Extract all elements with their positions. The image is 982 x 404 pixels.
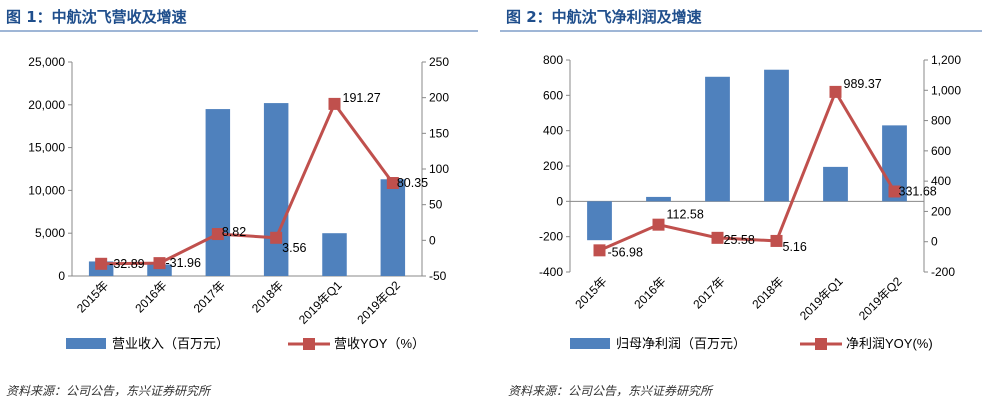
bar-营业收入（百万元）-2019年Q1: [322, 233, 347, 276]
series-line-营收YOY（%）: [101, 100, 395, 266]
bar-营业收入（百万元）-2018年: [263, 103, 289, 276]
legend-line-label: 净利润YOY(%): [846, 336, 933, 351]
y2-tick-label: 600: [931, 144, 951, 158]
y2-tick-label: -50: [429, 269, 447, 283]
legend-bar-swatch: [66, 338, 106, 349]
x-tick-label: 2017年: [690, 274, 727, 311]
x-tick-label: 2019年Q2: [856, 274, 905, 323]
data-label: -32.89: [109, 257, 144, 271]
x-tick-label: 2017年: [191, 278, 228, 315]
bar-营业收入（百万元）-2016年: [147, 264, 172, 276]
data-label: 80.35: [397, 176, 428, 190]
y-tick-label: 5,000: [35, 226, 65, 240]
bar-归母净利润（百万元）-2015年: [587, 201, 612, 241]
x-tick-label: 2015年: [74, 278, 111, 315]
chart-panel-revenue: 图 1：中航沈飞营收及增速 0 5,000 10,000 15,000 20,000 25…: [0, 0, 478, 404]
line-point-2016年: [153, 257, 166, 270]
y-tick-label: 200: [543, 159, 563, 173]
line-point-2015年: [593, 244, 606, 257]
source-note: 资料来源：公司公告，东兴证券研究所: [508, 384, 713, 398]
line-point-2017年: [711, 231, 724, 244]
line-point-2017年: [211, 228, 224, 241]
legend-line-marker: [303, 338, 315, 350]
source-note: 资料来源：公司公告，东兴证券研究所: [6, 384, 211, 398]
chart-panel-net-profit: 图 2：中航沈飞净利润及增速 -400 -200 0 200 400 600 800 -200…: [500, 0, 982, 404]
title-divider: [0, 30, 478, 32]
bar-归母净利润（百万元）-2017年: [705, 76, 730, 202]
y2-tick-label: 0: [931, 235, 938, 249]
legend-line-marker: [815, 338, 827, 350]
y-tick-label: 800: [543, 53, 563, 67]
y2-tick-label: 200: [429, 91, 449, 105]
x-tick-label: 2019年Q2: [354, 278, 403, 327]
revenue-chart: 0 5,000 10,000 15,000 20,000 25,000 -50 0 50 100 1…: [28, 55, 449, 351]
y-tick-label: 25,000: [28, 55, 65, 69]
y-tick-label: 400: [543, 124, 563, 138]
y-tick-label: 15,000: [28, 141, 65, 155]
x-tick-label: 2019年Q1: [797, 274, 846, 323]
data-label: 191.27: [343, 91, 381, 105]
data-label: 8.82: [222, 225, 246, 239]
data-label: 25.58: [724, 233, 755, 247]
x-tick-label: 2016年: [132, 278, 169, 315]
x-tick-label: 2018年: [249, 278, 286, 315]
x-tick-label: 2015年: [572, 274, 609, 311]
y-tick-label: 0: [556, 194, 563, 208]
line-point-2016年: [652, 218, 665, 231]
x-tick-label: 2019年Q1: [296, 278, 345, 327]
y2-tick-label: 150: [429, 126, 449, 140]
data-label: 3.56: [282, 241, 306, 255]
y2-tick-label: 1,200: [931, 53, 961, 67]
data-label: 112.58: [667, 208, 704, 222]
bar-归母净利润（百万元）-2018年: [764, 69, 789, 202]
bar-归母净利润（百万元）-2019年Q1: [823, 166, 848, 202]
y-tick-label: 10,000: [28, 183, 65, 197]
y-tick-label: 20,000: [28, 98, 65, 112]
y2-tick-label: -200: [931, 265, 955, 279]
chart-title: 图 1：中航沈飞营收及增速: [6, 8, 187, 26]
x-tick-label: 2016年: [631, 274, 668, 311]
title-divider: [500, 30, 982, 32]
bar-归母净利润（百万元）-2016年: [646, 196, 671, 202]
line-point-2015年: [95, 257, 108, 270]
legend-bar-label: 营业收入（百万元）: [112, 336, 229, 351]
bar-营业收入（百万元）-2019年Q2: [380, 179, 406, 276]
y2-tick-label: 1,000: [931, 83, 961, 97]
data-label: 5.16: [783, 240, 807, 254]
data-label: 989.37: [844, 77, 882, 91]
y2-tick-label: 250: [429, 55, 449, 69]
y2-tick-label: 50: [429, 198, 443, 212]
y-tick-label: -400: [539, 265, 563, 279]
net-profit-chart: -400 -200 0 200 400 600 800 -200 0 200 400 600 800 1,…: [539, 53, 961, 351]
line-point-2019年Q1: [328, 97, 341, 110]
line-point-2019年Q2: [386, 177, 399, 190]
y2-tick-label: 800: [931, 114, 951, 128]
legend-line-label: 营收YOY（%）: [334, 336, 425, 351]
x-tick-label: 2018年: [749, 274, 786, 311]
y-tick-label: 0: [58, 269, 65, 283]
bar-营业收入（百万元）-2017年: [205, 109, 231, 276]
line-point-2019年Q1: [829, 85, 842, 98]
legend-bar-label: 归母净利润（百万元）: [616, 336, 746, 351]
series-line-净利润YOY(%): [598, 88, 896, 252]
y2-tick-label: 100: [429, 162, 449, 176]
line-point-2018年: [270, 231, 283, 244]
legend-bar-swatch: [570, 338, 610, 349]
line-point-2019年Q2: [888, 185, 901, 198]
data-label: -31.96: [166, 256, 201, 270]
line-point-2018年: [770, 234, 783, 247]
y2-tick-label: 0: [429, 233, 436, 247]
y-tick-label: -200: [539, 230, 563, 244]
data-label: 331.68: [899, 184, 937, 198]
y-tick-label: 600: [543, 88, 563, 102]
chart-title: 图 2：中航沈飞净利润及增速: [506, 8, 702, 26]
y2-tick-label: 400: [931, 174, 951, 188]
data-label: -56.98: [608, 245, 643, 259]
y2-tick-label: 200: [931, 204, 951, 218]
